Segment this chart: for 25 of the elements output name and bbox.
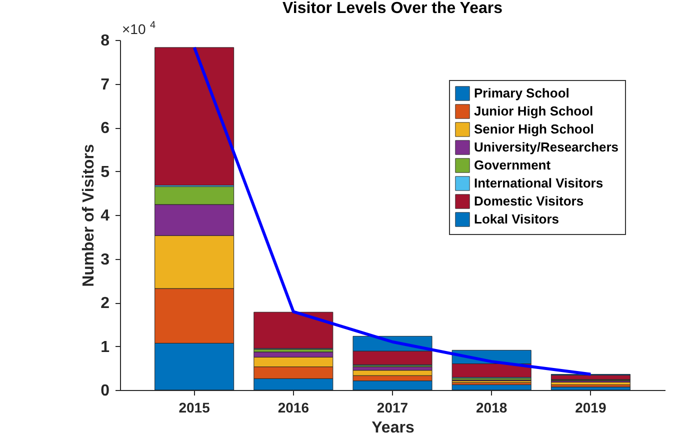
legend-label: University/Researchers <box>474 140 619 154</box>
x-tick-label: 2017 <box>376 400 408 416</box>
chart-title: Visitor Levels Over the Years <box>282 0 503 17</box>
y-tick-label: 2 <box>100 295 110 312</box>
legend-label: Senior High School <box>474 122 594 136</box>
y-tick-label: 6 <box>100 120 110 137</box>
y-tick-label: 7 <box>100 76 110 94</box>
y-tick-label: 1 <box>100 338 110 356</box>
y-tick-label: 0 <box>100 382 110 400</box>
y-tick-label: 8 <box>100 32 110 50</box>
legend-label: Government <box>474 158 552 172</box>
y-tick-label: 4 <box>100 208 110 224</box>
y-tick-label: 5 <box>100 164 110 181</box>
legend-label: Domestic Visitors <box>474 194 584 208</box>
x-tick-label: 2019 <box>575 400 606 416</box>
y-tick-label: 3 <box>100 251 110 268</box>
x-tick-label: 2016 <box>278 400 310 416</box>
x-axis-title: Years <box>372 420 414 436</box>
x-tick-label: 2018 <box>476 400 508 416</box>
legend-label: International Visitors <box>474 176 604 190</box>
y-axis-title: Number of Visitors <box>80 144 98 287</box>
x-tick-label: 2015 <box>178 400 210 416</box>
legend-label: Junior High School <box>474 104 594 118</box>
legend-label: Primary School <box>474 86 570 100</box>
legend-label: Lokal Visitors <box>474 212 560 226</box>
